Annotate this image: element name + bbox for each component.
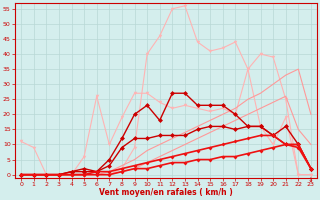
Text: ↓: ↓ xyxy=(308,177,314,183)
X-axis label: Vent moyen/en rafales ( km/h ): Vent moyen/en rafales ( km/h ) xyxy=(99,188,233,197)
